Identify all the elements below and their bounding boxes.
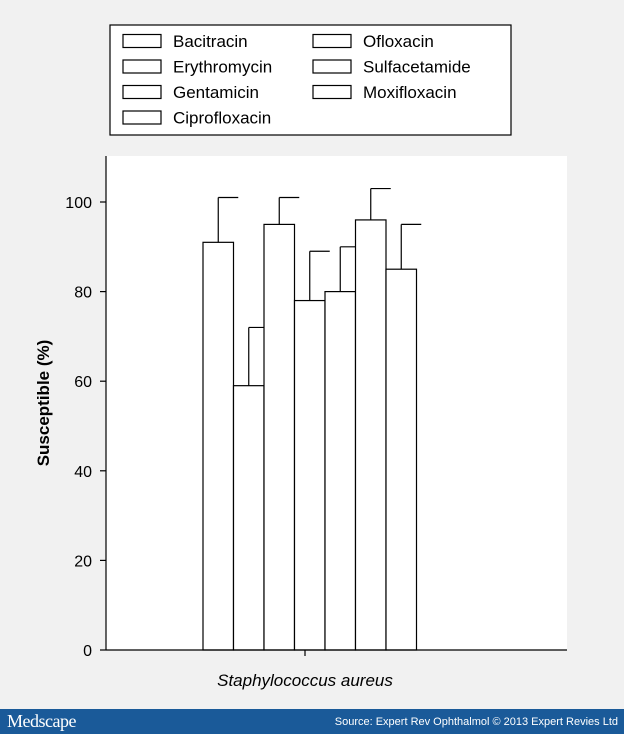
legend-label-gentamicin: Gentamicin [173,83,259,102]
bar-sulfacetamide [354,219,387,651]
legend-label-moxifloxacin: Moxifloxacin [363,83,457,102]
source-credit: Source: Expert Rev Ophthalmol © 2013 Exp… [334,715,618,728]
legend-swatch-erythromycin [122,59,162,74]
x-tick-label: Staphylococcus aureus [217,671,393,690]
bar-moxifloxacin [385,268,418,651]
footer-bar: Medscape Source: Expert Rev Ophthalmol ©… [0,709,624,734]
y-tick-label: 80 [74,285,92,302]
y-tick-label: 100 [65,195,92,212]
legend-label-erythromycin: Erythromycin [173,58,272,77]
y-tick-label: 20 [74,553,92,570]
bar-erythromycin [232,385,265,651]
medscape-logo: Medscape [7,711,76,731]
legend-swatch-moxifloxacin [312,84,352,100]
y-tick-label: 0 [83,643,92,660]
y-tick-label: 40 [74,464,92,481]
legend-label-ciprofloxacin: Ciprofloxacin [173,109,271,128]
bar-ofloxacin [324,291,357,651]
y-tick-label: 60 [74,374,92,391]
chart: 0 20 40 60 80 100 Susceptible (%) Staphylococcu… [34,24,567,690]
legend-swatch-ofloxacin [312,33,352,49]
legend-swatch-bacitracin [122,33,162,49]
legend-label-sulfacetamide: Sulfacetamide [363,58,471,77]
legend-box [109,24,512,136]
bar-ciprofloxacin [293,299,326,651]
legend-label-bacitracin: Bacitracin [173,32,248,51]
bar-gentamicin [263,223,296,651]
y-axis-label: Susceptible (%) [34,340,53,467]
legend-swatch-gentamicin [122,84,162,100]
legend-label-ofloxacin: Ofloxacin [363,32,434,51]
bar-bacitracin [202,241,235,651]
legend-swatch-ciprofloxacin [122,110,162,125]
legend-swatch-sulfacetamide [312,59,352,74]
